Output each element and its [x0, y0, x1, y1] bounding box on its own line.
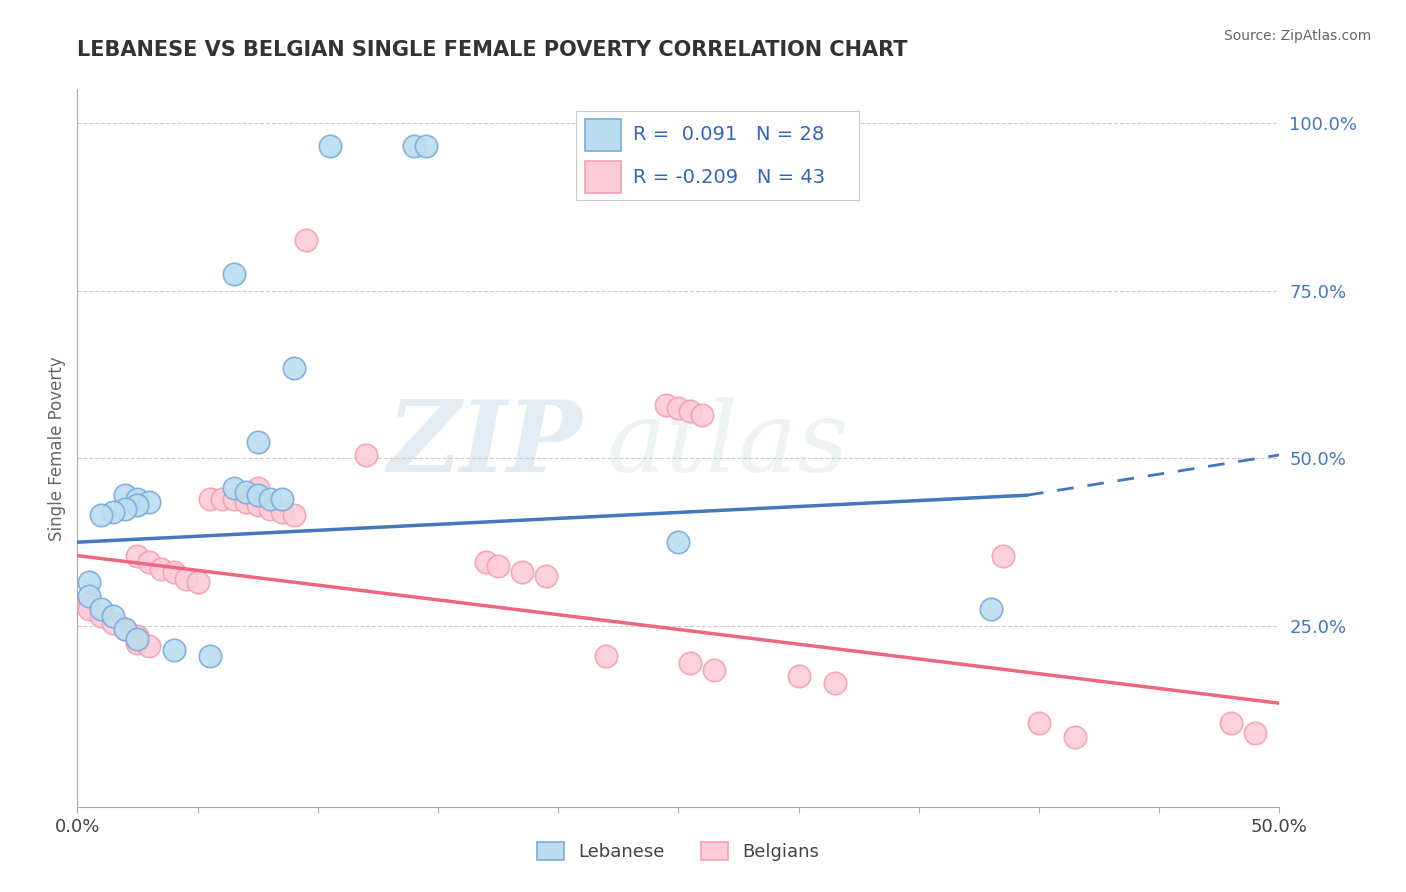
- Point: [79, 596, 101, 610]
- Point: [150, 562, 173, 576]
- Point: [79, 589, 101, 603]
- Point: [198, 649, 221, 664]
- Point: [354, 448, 377, 462]
- Point: [486, 558, 509, 573]
- Point: [114, 501, 136, 516]
- Point: [980, 602, 1002, 616]
- Point: [824, 676, 846, 690]
- Point: [703, 663, 725, 677]
- Point: [103, 609, 125, 624]
- Point: [222, 491, 245, 506]
- Point: [534, 568, 557, 582]
- Point: [79, 575, 101, 590]
- Legend: Lebanese, Belgians: Lebanese, Belgians: [529, 832, 828, 870]
- Point: [991, 549, 1014, 563]
- Point: [246, 488, 269, 502]
- Point: [103, 505, 125, 519]
- FancyBboxPatch shape: [585, 119, 621, 151]
- Point: [668, 535, 690, 549]
- Point: [198, 491, 221, 506]
- Point: [103, 615, 125, 630]
- Point: [235, 484, 257, 499]
- Point: [222, 482, 245, 496]
- Point: [138, 555, 160, 569]
- Point: [679, 656, 702, 670]
- Y-axis label: Single Female Poverty: Single Female Poverty: [48, 356, 66, 541]
- Point: [114, 623, 136, 637]
- Point: [246, 498, 269, 512]
- Point: [246, 434, 269, 449]
- FancyBboxPatch shape: [585, 161, 621, 194]
- Point: [127, 636, 149, 650]
- Point: [235, 495, 257, 509]
- Point: [127, 498, 149, 512]
- Point: [1028, 716, 1050, 731]
- Point: [283, 360, 305, 375]
- Point: [90, 508, 112, 523]
- Point: [1064, 730, 1087, 744]
- Point: [127, 632, 149, 647]
- Point: [655, 398, 678, 412]
- Point: [90, 602, 112, 616]
- Point: [127, 629, 149, 643]
- Point: [187, 575, 209, 590]
- Point: [114, 623, 136, 637]
- Point: [174, 572, 197, 586]
- Point: [319, 139, 342, 153]
- Point: [787, 669, 810, 683]
- Point: [138, 495, 160, 509]
- Text: LEBANESE VS BELGIAN SINGLE FEMALE POVERTY CORRELATION CHART: LEBANESE VS BELGIAN SINGLE FEMALE POVERT…: [77, 40, 908, 60]
- Point: [259, 501, 281, 516]
- Point: [79, 602, 101, 616]
- Point: [510, 566, 533, 580]
- Point: [270, 491, 292, 506]
- Point: [127, 491, 149, 506]
- Point: [162, 566, 184, 580]
- Point: [415, 139, 437, 153]
- Point: [475, 555, 498, 569]
- Point: [402, 139, 425, 153]
- Point: [127, 549, 149, 563]
- Text: R =  0.091   N = 28: R = 0.091 N = 28: [633, 126, 824, 145]
- Point: [692, 408, 714, 422]
- Point: [1244, 726, 1267, 740]
- Point: [222, 267, 245, 281]
- Point: [259, 491, 281, 506]
- Point: [114, 488, 136, 502]
- Point: [294, 233, 316, 247]
- Point: [595, 649, 617, 664]
- Text: ZIP: ZIP: [387, 396, 582, 493]
- Point: [138, 639, 160, 653]
- Point: [283, 508, 305, 523]
- Text: atlas: atlas: [606, 397, 849, 492]
- Text: R = -0.209   N = 43: R = -0.209 N = 43: [633, 168, 825, 186]
- Point: [162, 642, 184, 657]
- Point: [246, 482, 269, 496]
- Point: [90, 609, 112, 624]
- Point: [211, 491, 233, 506]
- Point: [668, 401, 690, 415]
- Point: [270, 505, 292, 519]
- Point: [679, 404, 702, 418]
- Point: [1220, 716, 1243, 731]
- Text: Source: ZipAtlas.com: Source: ZipAtlas.com: [1223, 29, 1371, 43]
